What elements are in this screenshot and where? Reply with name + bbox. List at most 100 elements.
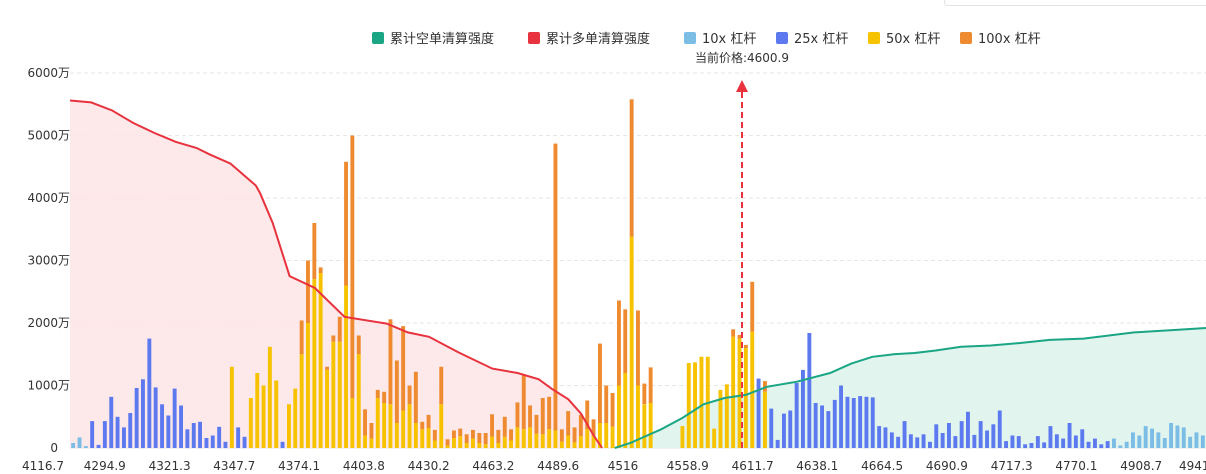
bar-25x	[845, 396, 850, 449]
x-tick-label: 4638.1	[796, 459, 838, 473]
bar-50x	[534, 433, 539, 448]
bar-25x	[134, 388, 139, 448]
bar-50x	[356, 354, 361, 449]
bar-25x	[1105, 441, 1110, 448]
current-price-marker: 当前价格:4600.9	[695, 50, 789, 448]
bar-25x	[896, 436, 901, 449]
bar-25x	[1099, 444, 1104, 449]
y-tick-label: 2000万	[27, 316, 70, 330]
bar-100x	[553, 143, 558, 431]
bar-50x	[267, 346, 272, 449]
legend: 累计空单清算强度 累计多单清算强度 10x 杠杆 25x 杠杆 50x 杠杆 100x 杠…	[372, 31, 1041, 47]
bar-25x	[198, 421, 202, 449]
y-tick-label: 3000万	[27, 254, 70, 268]
x-tick-label: 4941.7	[1179, 459, 1206, 473]
bar-50x	[712, 428, 717, 448]
bar-50x	[515, 427, 520, 448]
bar-50x	[483, 444, 488, 449]
legend-swatch	[868, 32, 880, 44]
bar-25x	[141, 379, 145, 449]
bar-25x	[1016, 436, 1021, 448]
bar-100x	[521, 375, 526, 430]
x-tick-label: 4516	[608, 459, 639, 473]
bar-50x	[420, 429, 425, 449]
x-tick-label: 4611.7	[732, 459, 774, 473]
bar-100x	[750, 281, 755, 332]
bar-50x	[540, 434, 545, 449]
bar-25x	[908, 434, 913, 449]
bar-25x	[166, 415, 171, 448]
bar-100x	[547, 396, 552, 430]
bar-25x	[870, 397, 875, 448]
bar-50x	[693, 362, 697, 448]
bar-100x	[604, 385, 609, 423]
bar-100x	[483, 433, 488, 445]
x-tick-label: 4489.6	[537, 459, 579, 473]
y-tick-label: 0	[50, 441, 58, 455]
bar-50x	[724, 384, 729, 449]
bar-100x	[413, 371, 418, 424]
bar-50x	[337, 341, 342, 449]
bar-10x	[1194, 432, 1199, 448]
bar-50x	[426, 428, 431, 448]
x-tick-label: 4116.7	[22, 459, 64, 473]
bar-100x	[617, 300, 621, 386]
bar-10x	[1143, 426, 1148, 448]
bar-100x	[598, 343, 602, 423]
bar-25x	[1073, 435, 1078, 448]
bar-50x	[350, 398, 355, 448]
curve-lines	[69, 99, 1206, 449]
bar-25x	[959, 421, 964, 448]
y-tick-label: 1000万	[27, 379, 70, 393]
bar-25x	[90, 421, 95, 448]
bar-50x	[394, 423, 399, 448]
bar-50x	[388, 404, 393, 449]
long-liquidation-curve	[69, 99, 603, 449]
bar-100x	[420, 421, 425, 430]
bar-50x	[344, 285, 348, 448]
bar-25x	[769, 408, 774, 448]
bar-10x	[71, 443, 76, 448]
y-tick-label: 6000万	[27, 66, 70, 80]
bar-50x	[401, 410, 406, 448]
bar-50x	[578, 436, 583, 448]
bar-50x	[763, 391, 767, 449]
bar-25x	[934, 424, 939, 449]
x-tick-label: 4374.1	[278, 459, 320, 473]
bar-100x	[388, 319, 393, 405]
bar-100x	[743, 344, 748, 348]
legend-label: 25x 杠杆	[794, 31, 848, 47]
bar-10x	[1112, 438, 1116, 448]
bar-100x	[401, 326, 406, 411]
bar-25x	[928, 441, 932, 449]
bar-25x	[1086, 441, 1091, 449]
bar-100x	[299, 320, 304, 355]
bar-50x	[496, 443, 501, 448]
bar-25x	[128, 413, 133, 448]
bar-50x	[274, 380, 279, 448]
bar-25x	[179, 405, 183, 448]
bar-100x	[578, 414, 583, 437]
bar-25x	[921, 434, 926, 449]
bar-100x	[445, 439, 450, 446]
bar-100x	[363, 409, 367, 436]
bar-25x	[826, 411, 831, 448]
bar-25x	[1023, 444, 1028, 449]
bar-10x	[1181, 427, 1186, 448]
bar-25x	[1061, 438, 1066, 448]
short-liquidation-curve	[614, 327, 1206, 449]
bar-50x	[299, 354, 304, 449]
bar-25x	[223, 441, 228, 449]
bar-100x	[731, 329, 736, 337]
y-tick-label: 4000万	[27, 191, 70, 205]
bar-100x	[337, 316, 342, 342]
short-liquidation-area	[614, 328, 1206, 448]
bar-100x	[648, 367, 653, 403]
x-tick-label: 4770.1	[1055, 459, 1097, 473]
legend-label: 50x 杠杆	[886, 31, 940, 47]
bar-50x	[718, 389, 723, 448]
bar-100x	[572, 427, 577, 443]
bar-25x	[1054, 434, 1059, 449]
bar-50x	[331, 341, 336, 449]
bar-25x	[756, 378, 761, 448]
